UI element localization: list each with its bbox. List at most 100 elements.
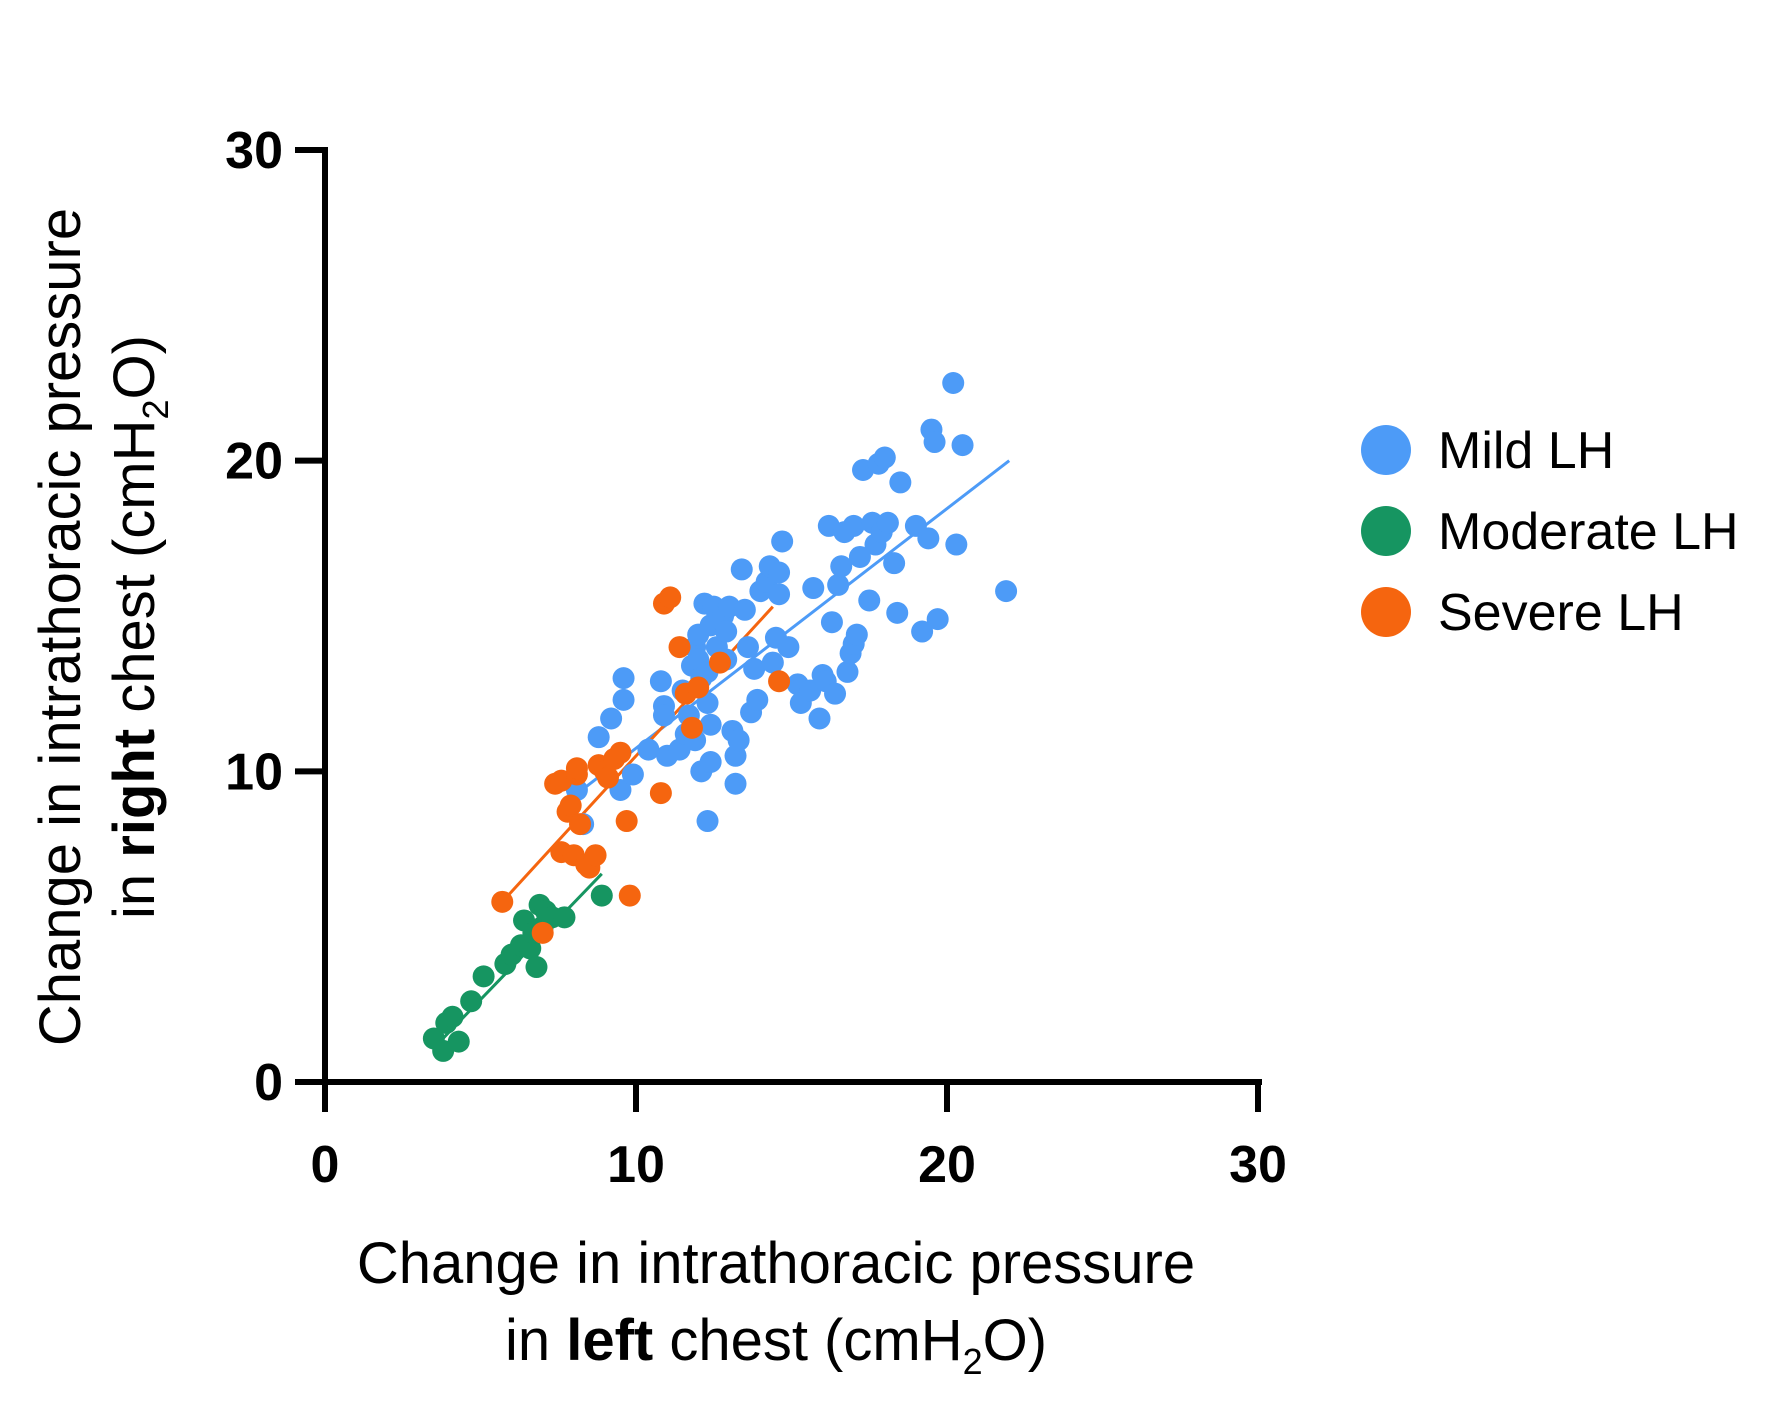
- point-mild-lh: [600, 707, 623, 730]
- point-mild-lh: [621, 763, 644, 786]
- point-mild-lh: [696, 810, 719, 833]
- point-mild-lh: [824, 682, 847, 705]
- point-severe-lh: [597, 766, 620, 789]
- point-mild-lh: [587, 726, 610, 749]
- legend-marker-moderate-lh: [1361, 506, 1411, 556]
- point-mild-lh: [830, 555, 853, 578]
- point-severe-lh: [687, 676, 710, 699]
- point-mild-lh: [886, 601, 909, 624]
- point-mild-lh: [827, 573, 850, 596]
- legend-marker-severe-lh: [1361, 587, 1411, 637]
- point-mild-lh: [612, 688, 635, 711]
- point-mild-lh: [883, 552, 906, 575]
- plot-area: [422, 372, 1018, 1062]
- point-mild-lh: [761, 651, 784, 674]
- point-mild-lh: [873, 446, 896, 469]
- legend: Mild LH Moderate LH Severe LH: [1361, 422, 1739, 642]
- y-axis-title-line2: in right chest (cmH2O): [102, 335, 176, 919]
- point-mild-lh: [926, 608, 949, 631]
- x-axis-title-line1: Change in intrathoracic pressure: [357, 1231, 1195, 1296]
- point-mild-lh: [699, 751, 722, 774]
- point-mild-lh: [845, 623, 868, 646]
- point-mild-lh: [612, 667, 635, 690]
- y-axis-title-line1: Change in intrathoracic pressure: [28, 208, 93, 1046]
- point-mild-lh: [715, 620, 738, 643]
- point-severe-lh: [768, 670, 791, 693]
- point-mild-lh: [836, 660, 859, 683]
- point-mild-lh: [649, 670, 672, 693]
- point-severe-lh: [491, 890, 514, 913]
- y-tick-label: 30: [225, 122, 283, 180]
- point-mild-lh: [945, 533, 968, 556]
- x-axis-ticks: 0 10 20 30: [311, 1082, 1287, 1194]
- axes: 0 10 20 30 0 10 20 30: [225, 122, 1287, 1194]
- point-mild-lh: [746, 688, 769, 711]
- x-axis-title-line2: in left chest (cmH2O): [505, 1308, 1047, 1382]
- point-severe-lh: [565, 757, 588, 780]
- point-mild-lh: [923, 431, 946, 454]
- y-tick-label: 0: [254, 1054, 283, 1112]
- point-mild-lh: [743, 657, 766, 680]
- point-mild-lh: [652, 704, 675, 727]
- point-severe-lh: [615, 810, 638, 833]
- legend-label-mild-lh: Mild LH: [1438, 422, 1614, 480]
- point-severe-lh: [659, 586, 682, 609]
- point-mild-lh: [727, 729, 750, 752]
- point-moderate-lh: [460, 990, 483, 1013]
- point-moderate-lh: [447, 1030, 470, 1053]
- point-severe-lh: [559, 794, 582, 817]
- point-mild-lh: [808, 707, 831, 730]
- point-mild-lh: [802, 577, 825, 600]
- point-mild-lh: [842, 514, 865, 537]
- regression-lines: [435, 459, 1011, 1046]
- point-moderate-lh: [553, 906, 576, 929]
- point-mild-lh: [820, 611, 843, 634]
- point-mild-lh: [876, 511, 899, 534]
- y-axis-ticks: 0 10 20 30: [225, 122, 325, 1112]
- point-mild-lh: [889, 471, 912, 494]
- y-axis-title: Change in intrathoracic pressure in righ…: [28, 208, 176, 1046]
- point-mild-lh: [724, 772, 747, 795]
- x-axis-title: Change in intrathoracic pressure in left…: [357, 1231, 1195, 1382]
- x-tick-label: 30: [1229, 1136, 1287, 1194]
- point-moderate-lh: [590, 884, 613, 907]
- point-mild-lh: [736, 636, 759, 659]
- point-mild-lh: [699, 713, 722, 736]
- x-tick-label: 10: [607, 1136, 665, 1194]
- point-mild-lh: [951, 434, 974, 457]
- point-mild-lh: [637, 738, 660, 761]
- point-mild-lh: [942, 372, 965, 394]
- legend-label-severe-lh: Severe LH: [1438, 584, 1684, 642]
- point-mild-lh: [911, 620, 934, 643]
- x-tick-label: 0: [311, 1136, 340, 1194]
- point-moderate-lh: [525, 956, 548, 979]
- point-severe-lh: [680, 716, 703, 739]
- point-mild-lh: [777, 636, 800, 659]
- point-mild-lh: [771, 530, 794, 553]
- point-mild-lh: [995, 580, 1018, 603]
- point-mild-lh: [768, 583, 791, 606]
- data-points: [422, 372, 1018, 1062]
- legend-marker-mild-lh: [1361, 425, 1411, 475]
- point-severe-lh: [609, 741, 632, 764]
- point-mild-lh: [917, 527, 940, 550]
- point-severe-lh: [584, 844, 607, 867]
- legend-label-moderate-lh: Moderate LH: [1438, 503, 1739, 561]
- point-severe-lh: [618, 884, 641, 907]
- y-tick-label: 20: [225, 433, 283, 491]
- point-severe-lh: [649, 782, 672, 805]
- x-tick-label: 20: [918, 1136, 976, 1194]
- point-mild-lh: [848, 545, 871, 568]
- point-mild-lh: [733, 598, 756, 621]
- point-severe-lh: [668, 636, 691, 659]
- point-severe-lh: [531, 921, 554, 944]
- point-mild-lh: [858, 589, 881, 612]
- point-severe-lh: [708, 651, 731, 674]
- y-tick-label: 10: [225, 743, 283, 801]
- point-severe-lh: [569, 813, 592, 836]
- point-moderate-lh: [441, 1005, 464, 1028]
- point-mild-lh: [768, 561, 791, 584]
- point-mild-lh: [730, 558, 753, 581]
- point-moderate-lh: [472, 965, 495, 988]
